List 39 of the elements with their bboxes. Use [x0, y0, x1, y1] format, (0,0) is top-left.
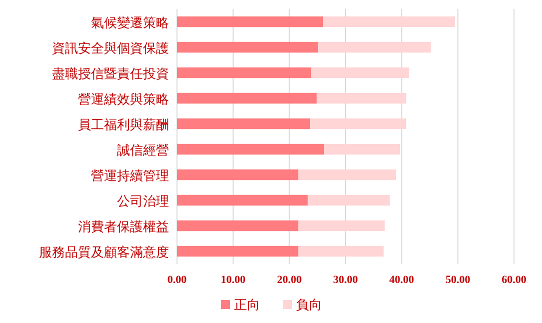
bar	[177, 118, 310, 130]
bar	[177, 67, 312, 78]
bar	[177, 92, 317, 104]
y-tick-label: 消費者保護權益	[78, 220, 169, 235]
bar	[308, 194, 390, 206]
bar	[318, 42, 431, 53]
y-tick-label: 資訊安全與個資保護	[52, 40, 169, 56]
y-tick-label: 盡職授信暨責任投資	[52, 66, 169, 82]
y-tick-label: 氣候變遷策略	[91, 16, 169, 31]
bar	[177, 144, 324, 155]
bar	[177, 169, 298, 180]
legend-label: 負向	[296, 298, 322, 313]
bar	[298, 246, 384, 257]
bar	[177, 16, 324, 28]
bar	[177, 246, 298, 257]
bar	[298, 220, 385, 232]
bar	[177, 194, 308, 206]
y-tick-label: 營運持續管理	[91, 168, 169, 184]
x-tick-label: 30.00	[333, 274, 358, 286]
x-tick-label: 0.00	[167, 274, 188, 286]
y-tick-label: 營運績效與策略	[78, 92, 169, 108]
y-tick-label: 誠信經營	[117, 143, 169, 158]
y-tick-label: 員工福利與薪酬	[78, 118, 169, 133]
bar	[324, 144, 400, 155]
bar	[310, 118, 406, 130]
bar	[311, 67, 409, 78]
x-tick-label: 10.00	[220, 274, 246, 286]
bar	[316, 92, 406, 104]
y-tick-label: 服務品質及顧客滿意度	[39, 244, 169, 260]
bar	[298, 169, 396, 180]
bar	[177, 220, 298, 232]
x-tick-label: 40.00	[389, 274, 415, 286]
y-tick-label: 公司治理	[117, 194, 169, 210]
bar	[177, 42, 318, 53]
x-tick-label: 60.00	[502, 274, 527, 286]
bar	[323, 16, 456, 28]
x-tick-label: 50.00	[445, 274, 471, 286]
x-tick-label: 20.00	[276, 274, 302, 286]
legend-label: 正向	[234, 298, 260, 313]
